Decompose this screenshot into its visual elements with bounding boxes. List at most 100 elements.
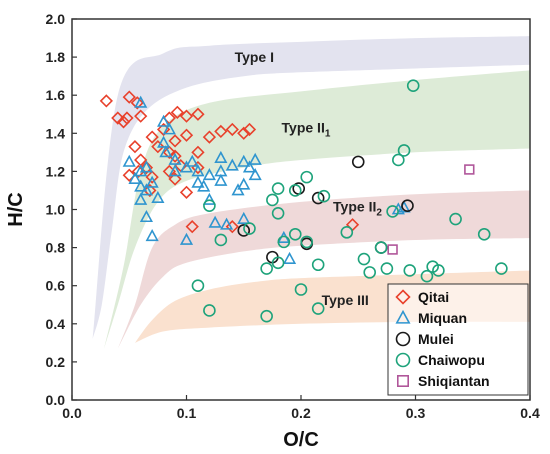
data-point-chaiwopu (300, 235, 314, 249)
data-point-chaiwopu (271, 182, 285, 195)
data-point-chaiwopu (271, 256, 285, 270)
data-point-miquan (122, 154, 136, 167)
data-point-qitai (242, 122, 257, 137)
data-point-qitai (122, 168, 136, 182)
data-point-mulei (351, 155, 365, 169)
data-point-chaiwopu (311, 258, 325, 272)
x-tick-label: 0.4 (520, 405, 540, 421)
data-point-chaiwopu (380, 262, 394, 275)
data-point-qitai (162, 145, 176, 159)
legend-box (387, 283, 529, 396)
data-point-qitai (191, 107, 205, 121)
data-point-miquan (191, 175, 205, 188)
data-point-qitai (191, 145, 205, 159)
data-point-miquan (237, 177, 251, 190)
data-point-miquan (208, 215, 222, 228)
legend-label-mulei: Mulei (418, 331, 454, 347)
data-point-miquan (191, 164, 205, 177)
y-tick-label: 0.2 (46, 354, 66, 370)
data-point-miquan (145, 175, 159, 188)
data-point-miquan (179, 232, 194, 245)
data-point-chaiwopu (294, 283, 308, 296)
zone-label-2: Type II1 (282, 119, 331, 139)
x-tick-label: 0.1 (177, 405, 197, 421)
data-point-miquan (214, 173, 228, 186)
legend-marker-qitai (395, 289, 411, 305)
data-point-qitai (134, 109, 148, 123)
data-point-miquan (168, 164, 182, 177)
data-point-mulei (311, 191, 325, 205)
y-tick-label: 1.0 (46, 202, 66, 218)
data-point-chaiwopu (392, 153, 405, 167)
data-point-miquan (185, 154, 199, 167)
data-point-miquan (225, 158, 239, 171)
data-point-chaiwopu (277, 235, 291, 249)
data-point-miquan (214, 150, 228, 163)
data-point-qitai (185, 220, 199, 234)
data-point-chaiwopu (311, 302, 325, 315)
data-point-miquan (237, 154, 251, 167)
y-tick-label: 0.8 (46, 240, 66, 256)
data-point-chaiwopu (386, 205, 399, 218)
data-point-chaiwopu (406, 79, 420, 92)
data-point-qitai (237, 126, 251, 140)
data-point-qitai (202, 130, 217, 144)
legend-label-miquan: Miquan (418, 310, 467, 326)
data-point-miquan (168, 152, 182, 165)
data-point-chaiwopu (363, 266, 377, 279)
data-point-chaiwopu (357, 252, 371, 266)
data-point-miquan (134, 179, 148, 192)
data-point-miquan (179, 160, 194, 173)
x-tick-label: 0.2 (291, 405, 311, 421)
x-axis-title: O/C (283, 429, 319, 451)
data-point-miquan (197, 179, 211, 192)
data-point-chaiwopu (340, 226, 354, 239)
data-point-qitai (130, 96, 144, 110)
data-point-chaiwopu (420, 269, 434, 283)
data-point-qitai (168, 172, 182, 186)
data-point-chaiwopu (266, 193, 279, 207)
data-point-miquan (237, 211, 251, 224)
data-point-miquan (231, 183, 245, 196)
data-point-qitai (168, 149, 182, 163)
data-point-miquan (139, 209, 153, 223)
data-point-shiqiantan (464, 164, 475, 175)
data-point-qitai (128, 140, 142, 154)
legend-marker-mulei (395, 331, 411, 347)
y-tick-label: 1.8 (46, 49, 66, 65)
zone-band-3 (117, 190, 531, 349)
data-point-miquan (282, 251, 297, 264)
data-point-qitai (145, 130, 159, 144)
data-point-qitai (111, 111, 125, 125)
data-point-chaiwopu (203, 199, 216, 212)
data-point-qitai (179, 185, 194, 199)
data-point-mulei (237, 224, 251, 237)
data-point-miquan (248, 168, 262, 181)
data-point-miquan (139, 183, 153, 196)
data-point-chaiwopu (260, 309, 273, 323)
data-point-miquan (151, 190, 165, 203)
data-point-mulei (401, 199, 414, 212)
data-point-chaiwopu (243, 222, 256, 235)
data-point-qitai (168, 134, 182, 148)
data-point-qitai (122, 90, 136, 104)
legend-marker-shiqiantan (396, 374, 409, 387)
data-point-chaiwopu (260, 262, 273, 275)
data-point-miquan (220, 217, 234, 230)
zone-band-2 (104, 70, 530, 349)
data-point-chaiwopu (191, 279, 205, 293)
legend-label-shiqiantan: Shiqiantan (418, 373, 490, 389)
data-point-chaiwopu (317, 189, 331, 203)
data-point-qitai (151, 140, 165, 154)
y-tick-label: 0.0 (46, 392, 66, 408)
zone-band-1 (92, 36, 530, 339)
data-point-shiqiantan (387, 244, 398, 255)
zone-label-3: Type II2 (333, 198, 382, 218)
y-tick-label: 2.0 (46, 11, 66, 27)
data-point-chaiwopu (214, 233, 228, 247)
data-point-chaiwopu (203, 304, 216, 317)
data-point-chaiwopu (288, 184, 302, 197)
data-point-chaiwopu (495, 262, 508, 275)
data-point-chaiwopu (300, 170, 314, 184)
